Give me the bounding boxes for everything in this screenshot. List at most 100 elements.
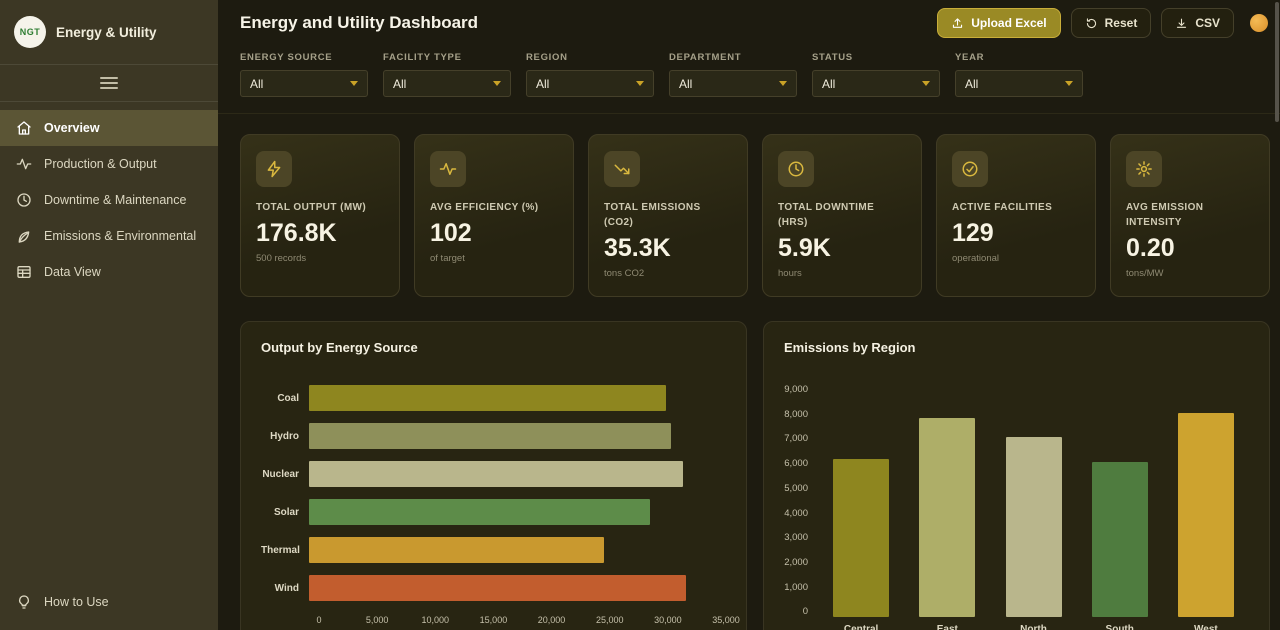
filter-select-energy-source[interactable]: All xyxy=(240,70,368,97)
chevron-down-icon xyxy=(350,81,358,86)
bulb-icon xyxy=(16,594,32,610)
hbar-category-label: Coal xyxy=(277,392,299,404)
y-tick-label: 9,000 xyxy=(784,384,808,395)
filter-select-region[interactable]: All xyxy=(526,70,654,97)
filter-select-department[interactable]: All xyxy=(669,70,797,97)
upload-icon xyxy=(951,17,964,30)
chevron-down-icon xyxy=(1065,81,1073,86)
x-tick-label: 20,000 xyxy=(537,615,566,625)
sidebar-item-label: Overview xyxy=(44,121,100,135)
hbar-solar[interactable] xyxy=(309,499,650,525)
user-avatar[interactable] xyxy=(1250,14,1268,32)
filter-select-year[interactable]: All xyxy=(955,70,1083,97)
hbar-category-label: Solar xyxy=(273,506,299,518)
filter-select-facility-type[interactable]: All xyxy=(383,70,511,97)
hbar-category-label: Thermal xyxy=(261,544,300,556)
hbar-coal[interactable] xyxy=(309,385,667,411)
activity-icon xyxy=(430,151,466,187)
kpi-subtext: of target xyxy=(430,253,465,264)
sidebar: NGT Energy & Utility Overview Production … xyxy=(0,0,218,630)
vbar-category-label: North xyxy=(1020,624,1047,630)
charts-row: Output by Energy Source Coal Hydro Nuclear… xyxy=(218,297,1280,630)
kpi-row: TOTAL OUTPUT (MW) 176.8K 500 records AVG EF… xyxy=(218,114,1280,297)
csv-label: CSV xyxy=(1195,16,1220,30)
menu-toggle-button[interactable] xyxy=(0,65,218,101)
hbar-category-label: Wind xyxy=(274,582,299,594)
clock-icon xyxy=(16,192,32,208)
y-tick-label: 6,000 xyxy=(784,458,808,470)
sidebar-item-production-output[interactable]: Production & Output xyxy=(0,146,218,182)
kpi-label: TOTAL EMISSIONS (CO2) xyxy=(604,202,701,228)
vbar-category-label: South xyxy=(1105,624,1134,630)
y-tick-label: 7,000 xyxy=(784,433,808,445)
sidebar-item-overview[interactable]: Overview xyxy=(0,110,218,146)
filter-region: REGION All xyxy=(526,52,654,97)
trending-down-icon xyxy=(604,151,640,187)
chevron-down-icon xyxy=(636,81,644,86)
hbar-track xyxy=(309,423,726,449)
chevron-down-icon xyxy=(779,81,787,86)
csv-button[interactable]: CSV xyxy=(1161,8,1234,38)
hbar-track xyxy=(309,461,726,487)
hbar-row: Thermal xyxy=(261,537,726,563)
hbar-row: Nuclear xyxy=(261,461,726,487)
sidebar-nav: Overview Production & Output Downtime & Ma… xyxy=(0,110,218,290)
kpi-value: 35.3K xyxy=(604,234,671,262)
vbar-north[interactable] xyxy=(1005,437,1062,617)
hbar-category-label: Hydro xyxy=(270,430,299,442)
kpi-value: 176.8K xyxy=(256,219,337,247)
sidebar-item-emissions-environmental[interactable]: Emissions & Environmental xyxy=(0,218,218,254)
bolt-icon xyxy=(256,151,292,187)
sidebar-item-how-to-use[interactable]: How to Use xyxy=(0,584,218,620)
x-tick-label: 30,000 xyxy=(654,615,682,625)
hbar-thermal[interactable] xyxy=(309,537,605,563)
kpi-label: ACTIVE FACILITIES xyxy=(952,202,1053,213)
upload-excel-button[interactable]: Upload Excel xyxy=(937,8,1061,38)
reset-icon xyxy=(1085,17,1098,30)
y-tick-label: 5,000 xyxy=(784,482,808,494)
upload-excel-label: Upload Excel xyxy=(971,16,1047,30)
kpi-subtext: operational xyxy=(952,253,1000,264)
topbar: Energy and Utility Dashboard Upload Exce… xyxy=(218,0,1280,46)
vbar-south[interactable] xyxy=(1091,462,1148,617)
select-value: All xyxy=(679,76,693,91)
filter-select-status[interactable]: All xyxy=(812,70,940,97)
vbar-east[interactable] xyxy=(919,418,976,617)
vertical-bar-chart: 9,000 8,000 7,000 6,000 5,000 4,000 3,000 2,000… xyxy=(784,384,1249,630)
hbar-wind[interactable] xyxy=(309,575,686,601)
sidebar-item-data-view[interactable]: Data View xyxy=(0,254,218,290)
vbar-category-label: Central xyxy=(843,624,879,630)
filter-year: YEAR All xyxy=(955,52,1083,97)
filter-department: DEPARTMENT All xyxy=(669,52,797,97)
divider xyxy=(0,101,218,102)
vertical-scrollbar[interactable] xyxy=(1275,2,1279,122)
reset-button[interactable]: Reset xyxy=(1070,8,1152,38)
select-value: All xyxy=(822,76,836,91)
logo-text: NGT xyxy=(19,27,41,37)
check-circle-icon xyxy=(952,151,988,187)
vbar-column: East xyxy=(904,389,990,630)
sidebar-item-label: Emissions & Environmental xyxy=(44,229,197,243)
leaf-icon xyxy=(16,228,32,244)
hbar-hydro[interactable] xyxy=(309,423,672,449)
filter-status: STATUS All xyxy=(812,52,940,97)
vbar-central[interactable] xyxy=(833,458,890,617)
sidebar-item-label: Downtime & Maintenance xyxy=(44,193,187,207)
hamburger-icon xyxy=(100,77,118,89)
plot-area: Central East North South West xyxy=(818,389,1249,630)
kpi-card-avg-emission-intensity: AVG EMISSION INTENSITY 0.20 tons/MW xyxy=(1110,134,1270,297)
activity-icon xyxy=(16,156,32,172)
vbar-west[interactable] xyxy=(1177,413,1234,617)
chevron-down-icon xyxy=(493,81,501,86)
hbar-category-label: Nuclear xyxy=(262,468,299,480)
filters-bar: ENERGY SOURCE All FACILITY TYPE All REGION Al… xyxy=(218,46,1280,114)
kpi-subtext: hours xyxy=(778,268,802,279)
hbar-nuclear[interactable] xyxy=(309,461,684,487)
app-logo: NGT xyxy=(14,16,46,48)
select-value: All xyxy=(250,76,264,91)
kpi-card-total-output-mw: TOTAL OUTPUT (MW) 176.8K 500 records xyxy=(240,134,400,297)
select-value: All xyxy=(965,76,979,91)
vbar-column: Central xyxy=(818,389,904,630)
sidebar-item-downtime-maintenance[interactable]: Downtime & Maintenance xyxy=(0,182,218,218)
reset-label: Reset xyxy=(1104,16,1138,30)
